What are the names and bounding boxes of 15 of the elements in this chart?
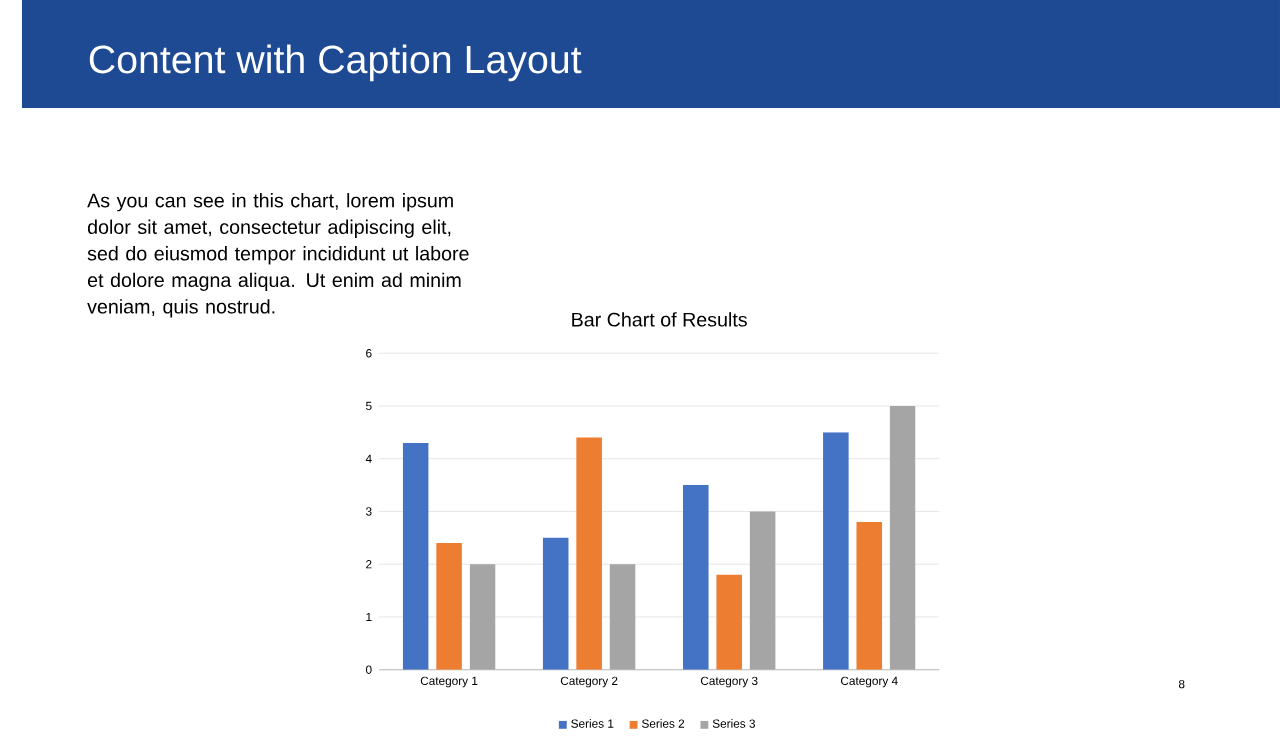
bar	[436, 542, 462, 670]
bar	[889, 405, 916, 670]
bar	[469, 563, 496, 670]
bar	[856, 521, 883, 670]
bar	[823, 432, 849, 670]
bar	[749, 511, 776, 670]
text: As you can see in this chart, lorem ipsum dolor sit amet, consectetur adipiscing elit, sed do eiusmod tempor incididunt ut labore et dolore magna aliqua. Ut enim ad minim veniam, quis nostrud.	[87, 192, 469, 318]
chart-title: Bar Chart of Results	[572, 311, 747, 327]
bar	[609, 563, 636, 670]
bar	[682, 484, 709, 670]
bar	[542, 537, 569, 670]
bar	[402, 442, 429, 670]
bar	[576, 437, 602, 670]
text: Content with Caption Layout	[89, 44, 582, 82]
bar	[716, 574, 742, 670]
